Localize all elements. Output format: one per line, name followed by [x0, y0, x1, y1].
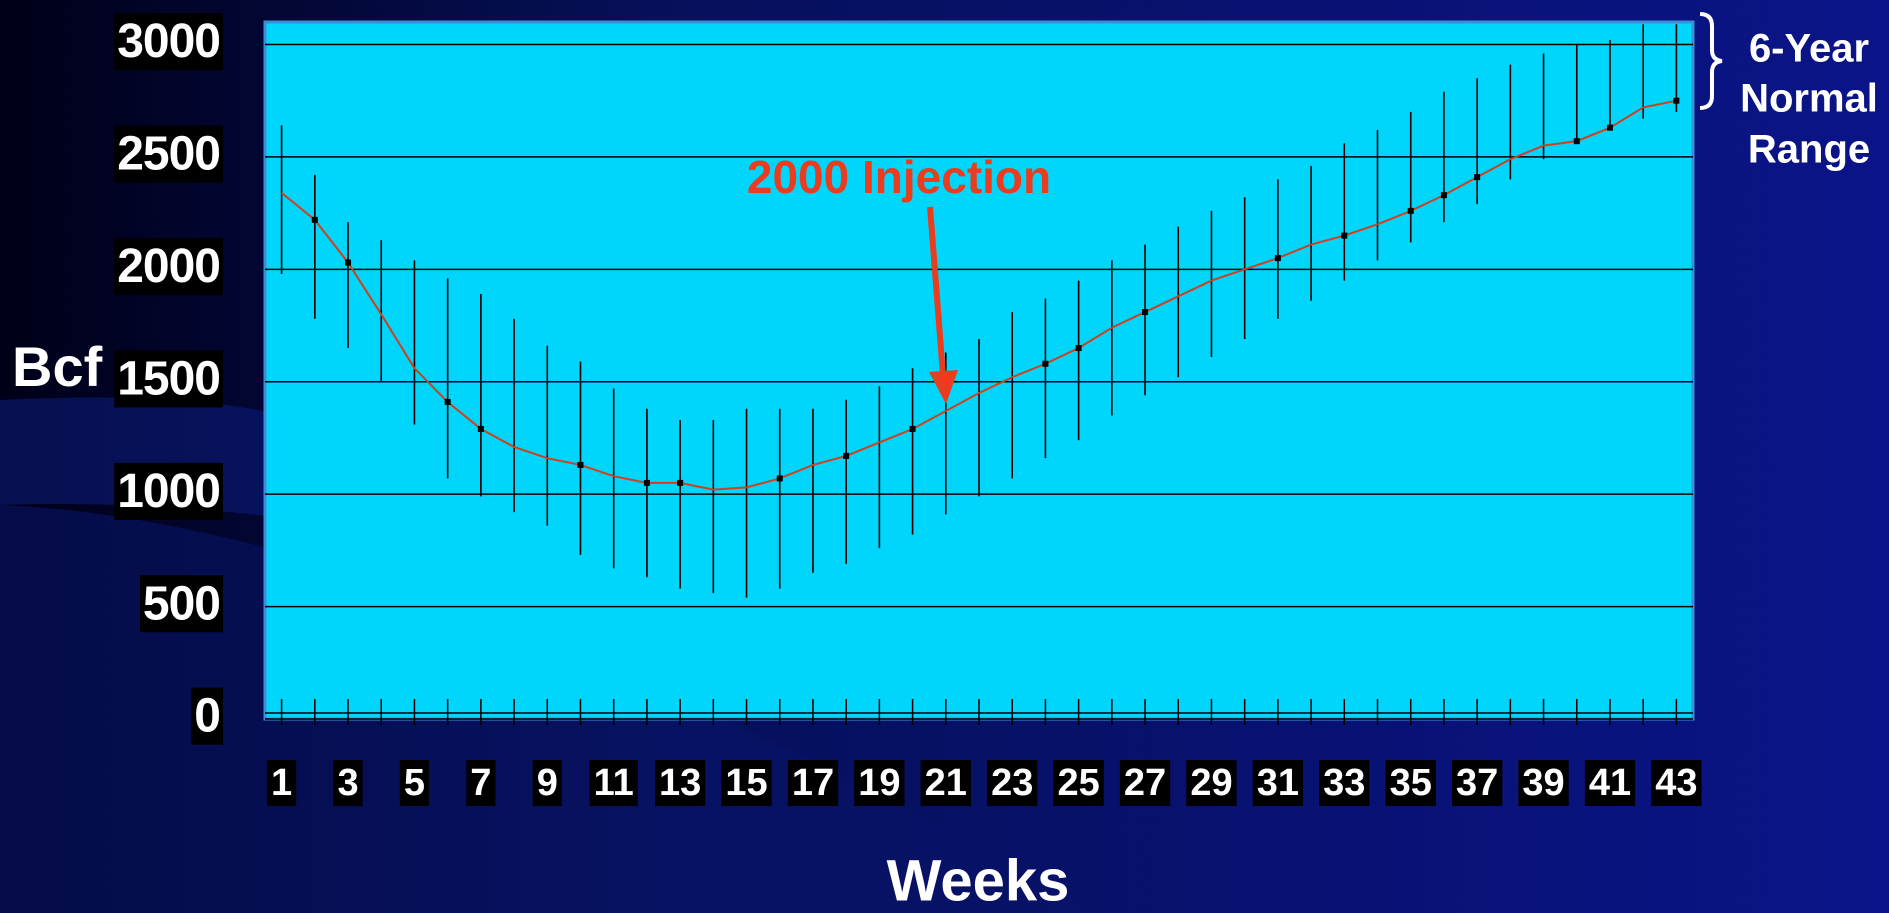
- tick-label-background: [399, 760, 430, 807]
- data-marker: [577, 461, 584, 468]
- x-tick-label: 25: [1057, 762, 1099, 804]
- x-tick-label: 27: [1124, 762, 1166, 804]
- x-tick-label: 33: [1323, 762, 1365, 804]
- tick-label-background: [333, 760, 363, 807]
- y-tick-label: 2000: [117, 240, 220, 293]
- data-marker: [1341, 232, 1348, 239]
- tick-label-background: [191, 687, 223, 745]
- tick-label-background: [1518, 760, 1569, 807]
- tick-label-background: [139, 575, 223, 633]
- x-tick-label: 37: [1456, 762, 1498, 804]
- tick-label-background: [114, 237, 223, 296]
- data-marker: [1142, 309, 1149, 316]
- x-tick-label: 15: [725, 762, 767, 804]
- range-label: Normal: [1740, 77, 1878, 121]
- tick-label-background: [1252, 760, 1304, 807]
- x-tick-label: 7: [470, 762, 491, 804]
- data-marker: [477, 425, 484, 432]
- tick-label-background: [114, 125, 223, 183]
- x-tick-label: 9: [537, 762, 558, 804]
- tick-label-background: [267, 760, 297, 807]
- data-marker: [1474, 174, 1481, 181]
- x-tick-label: 39: [1522, 762, 1564, 804]
- x-tick-label: 5: [404, 762, 425, 804]
- range-label: 6-Year: [1749, 27, 1869, 71]
- tick-label-background: [1385, 760, 1436, 807]
- data-marker: [444, 398, 451, 405]
- tick-label-background: [1584, 760, 1636, 807]
- y-tick-label: 500: [143, 577, 220, 630]
- x-tick-label: 41: [1589, 762, 1631, 804]
- y-tick-label: 0: [194, 690, 220, 743]
- tick-label-background: [114, 462, 223, 520]
- tick-label-background: [466, 760, 496, 807]
- data-marker: [677, 479, 684, 486]
- tick-label-background: [532, 760, 562, 807]
- y-axis-label: Bcf: [12, 335, 103, 398]
- data-marker: [1075, 345, 1082, 352]
- annotation-arrowhead: [929, 370, 958, 404]
- data-marker: [345, 259, 352, 266]
- tick-label-background: [854, 760, 905, 807]
- y-tick-label: 2500: [117, 128, 220, 181]
- y-tick-label: 3000: [117, 15, 220, 68]
- tick-label-background: [114, 350, 223, 408]
- tick-label-background: [1186, 760, 1237, 807]
- x-tick-label: 35: [1390, 762, 1432, 804]
- tick-label-background: [1451, 760, 1503, 807]
- data-marker: [1606, 124, 1613, 131]
- data-marker: [1407, 207, 1414, 214]
- x-tick-label: 29: [1190, 762, 1232, 804]
- tick-label-background: [721, 760, 772, 807]
- background-swoosh: [0, 397, 300, 520]
- x-axis-label: Weeks: [887, 848, 1070, 913]
- data-marker: [1673, 97, 1680, 104]
- tick-label-background: [787, 760, 839, 807]
- x-tick-label: 21: [925, 762, 967, 804]
- data-marker: [1440, 192, 1447, 199]
- y-tick-label: 1500: [117, 352, 220, 405]
- x-tick-label: 31: [1257, 762, 1299, 804]
- tick-label-background: [1119, 760, 1171, 807]
- tick-label-background: [1651, 760, 1702, 807]
- y-tick-label: 1000: [117, 465, 220, 518]
- tick-label-background: [1053, 760, 1104, 807]
- data-marker: [776, 475, 783, 482]
- data-marker: [843, 452, 850, 459]
- range-brace: [1699, 12, 1723, 110]
- data-marker: [909, 425, 916, 432]
- x-tick-label: 43: [1655, 762, 1697, 804]
- tick-label-background: [654, 760, 706, 807]
- range-label: Range: [1748, 128, 1870, 172]
- tick-label-background: [987, 760, 1038, 807]
- x-tick-label: 1: [271, 762, 292, 804]
- tick-label-background: [589, 760, 638, 807]
- x-tick-label: 23: [991, 762, 1033, 804]
- x-tick-label: 17: [792, 762, 834, 804]
- data-marker: [311, 216, 318, 223]
- tick-label-background: [1319, 760, 1370, 807]
- x-tick-label: 19: [858, 762, 900, 804]
- annotation-arrow: [927, 206, 946, 376]
- data-marker: [1274, 255, 1281, 262]
- data-marker: [1573, 138, 1580, 145]
- data-marker: [1042, 360, 1049, 367]
- tick-label-background: [114, 13, 223, 71]
- annotation: 2000 Injection: [747, 151, 1051, 203]
- x-tick-label: 3: [337, 762, 358, 804]
- tick-label-background: [920, 760, 971, 807]
- x-tick-label: 11: [594, 762, 634, 804]
- data-marker: [643, 479, 650, 486]
- x-tick-label: 13: [659, 762, 701, 804]
